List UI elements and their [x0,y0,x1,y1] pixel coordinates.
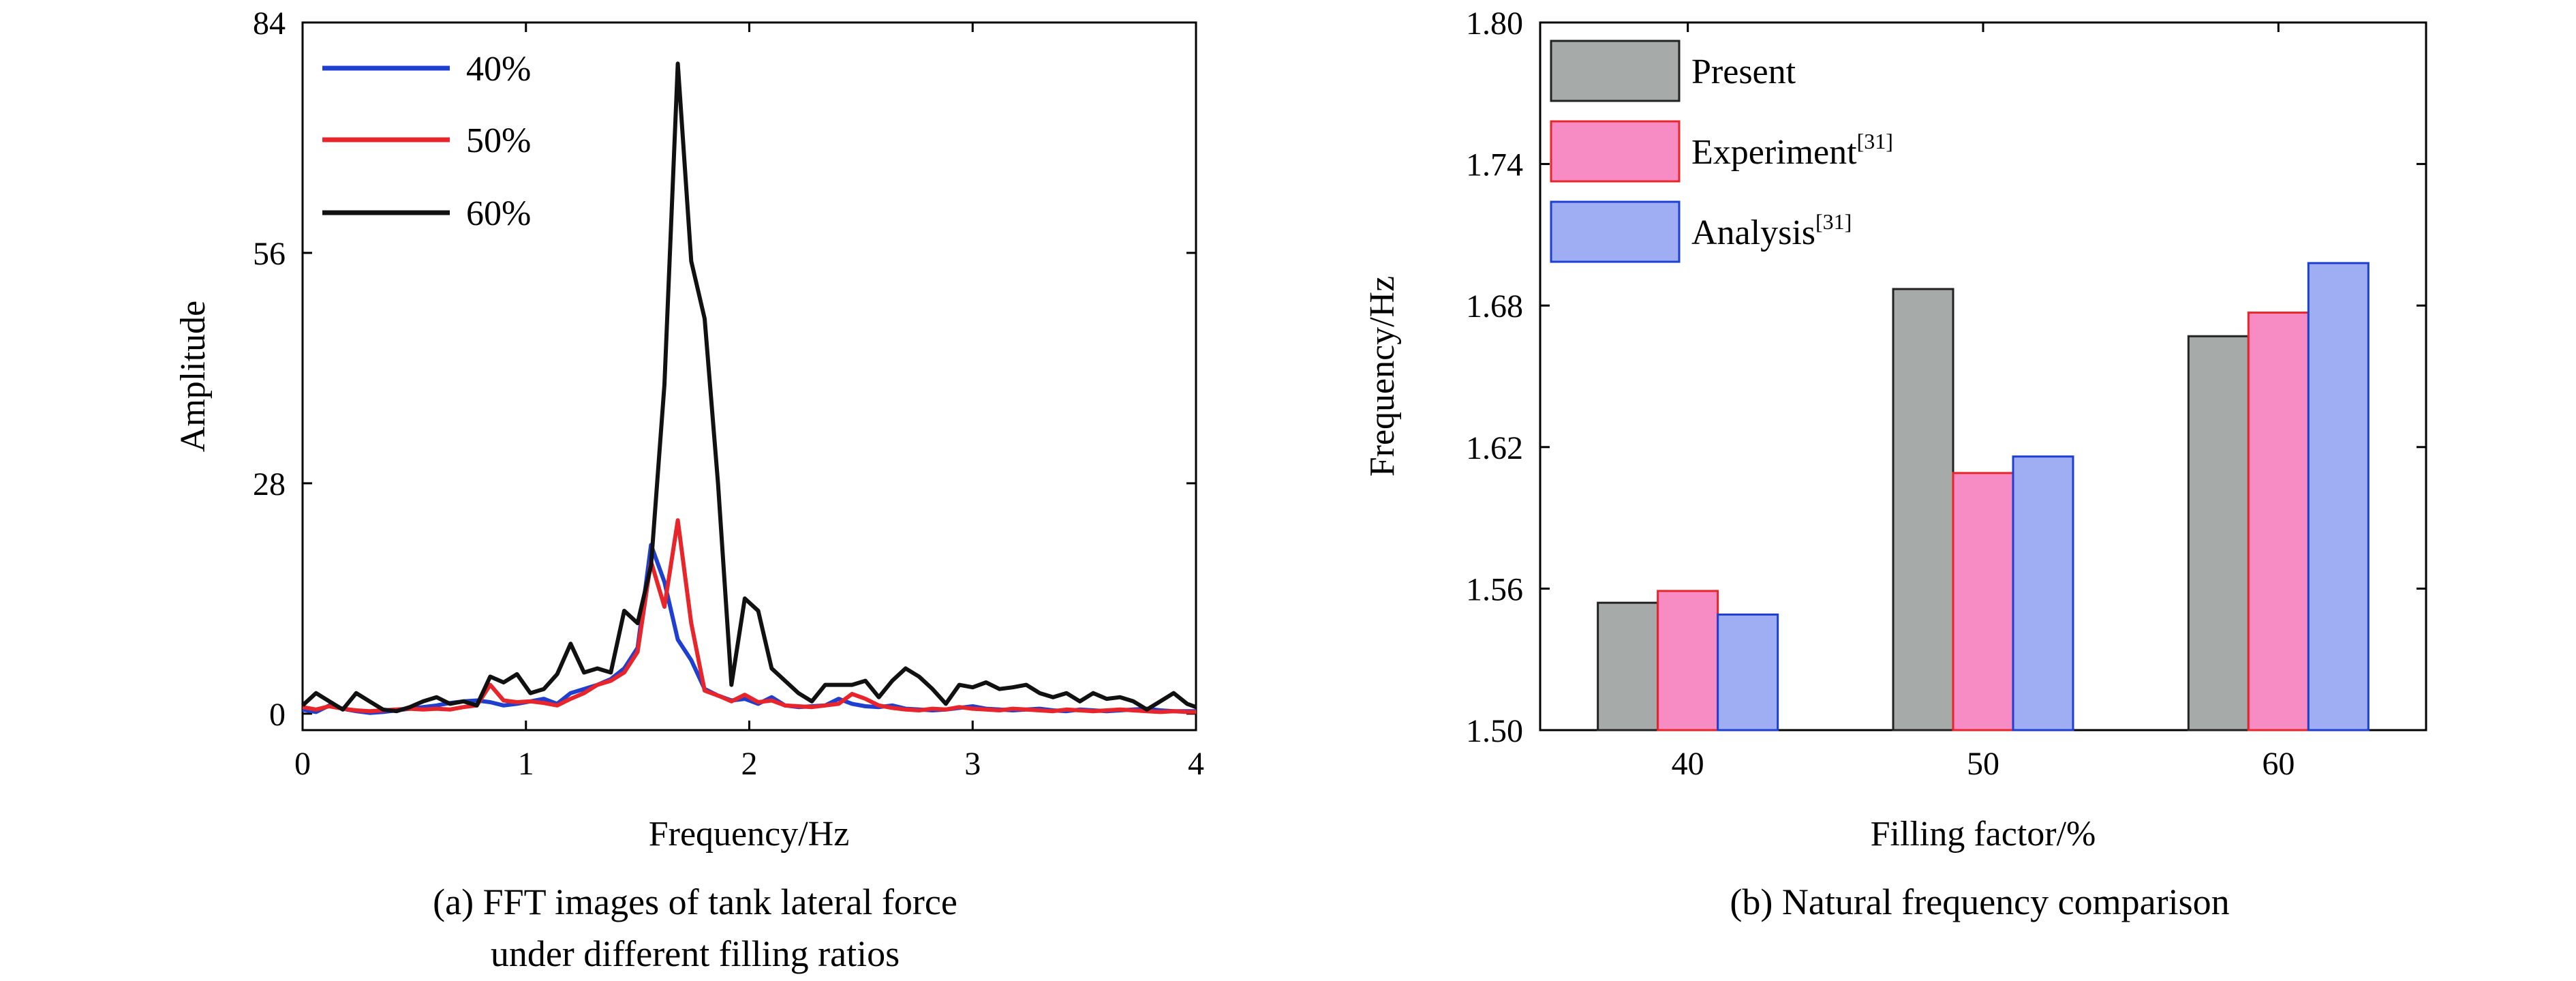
bar-legend-citation: [31] [1857,129,1893,153]
fft-legend-label: 50% [466,121,531,160]
bar-y-tick-label: 1.68 [1466,288,1523,325]
bar-experiment-40 [1657,590,1719,731]
fft-plot-frame [301,21,1197,731]
bar-series-bars [1597,262,2370,731]
bar-caption: (b) Natural frequency comparison [1730,881,2229,922]
fft-series-line-40pct [302,543,1196,715]
bar-y-tick-label: 1.80 [1466,5,1523,42]
bar-present-50 [1892,288,1954,731]
frequency-bar-chart: 1.50 1.56 1.62 1.68 1.74 1.80 40 50 60 Present Ex… [1363,5,2427,922]
bar-present-60 [2187,335,2250,731]
bar-x-tick-label: 40 [1672,746,1704,782]
bar-analysis-40 [1717,613,1779,731]
fft-y-tick-label: 84 [253,5,286,42]
bar-y-tick-label: 1.50 [1466,713,1523,749]
bar-experiment-60 [2247,312,2310,731]
bar-y-tick-label: 1.74 [1466,147,1523,183]
bar-x-axis-label: Filling factor/% [1871,815,2096,854]
fft-x-axis-label: Frequency/Hz [649,815,850,854]
fft-y-tick-label: 28 [253,466,286,502]
fft-legend-label: 60% [466,194,531,233]
bar-legend-label: Analysis[31] [1691,209,1852,252]
bar-y-axis-label: Frequency/Hz [1363,276,1402,477]
fft-series-lines [301,61,1197,715]
bar-present-40 [1597,601,1659,731]
bar-y-tick-label: 1.56 [1466,571,1523,607]
bar-legend-citation: [31] [1815,209,1852,234]
fft-x-tick-label: 0 [294,746,311,782]
bar-x-tick-label: 60 [2262,746,2295,782]
fft-x-tick-label: 1 [518,746,534,782]
bar-legend-swatch [1550,120,1681,183]
bar-analysis-60 [2307,262,2370,731]
bar-legend: Present Experiment[31] Analysis[31] [1550,40,1893,263]
fft-x-tick-label: 4 [1188,746,1204,782]
bar-axis-ticks: 1.50 1.56 1.62 1.68 1.74 1.80 40 50 60 [1466,5,2426,782]
bar-legend-label: Present [1691,52,1796,91]
fft-series-line-60pct [301,61,1197,714]
fft-x-tick-label: 2 [741,746,758,782]
fft-axis-ticks: 0 1 2 3 4 0 28 56 84 [253,5,1204,782]
fft-x-tick-label: 3 [964,746,981,782]
bar-legend-label: Experiment[31] [1691,129,1893,172]
fft-y-tick-label: 0 [269,697,286,733]
fft-y-tick-label: 56 [253,236,286,272]
fft-caption-line1: (a) FFT images of tank lateral force [433,881,957,922]
fft-legend: 40% 50% 60% [322,50,531,233]
bar-legend-swatch [1550,200,1681,263]
bar-y-tick-label: 1.62 [1466,430,1523,466]
fft-line-chart: 0 1 2 3 4 0 28 56 84 40% 50% 60% Frequency/Hz Ampl… [174,5,1204,974]
fft-series-line-50pct [302,518,1196,714]
fft-y-axis-label: Amplitude [174,301,213,452]
bar-analysis-50 [2012,455,2074,731]
bar-x-tick-label: 50 [1967,746,1999,782]
bar-legend-swatch [1550,40,1681,102]
fft-legend-label: 40% [466,50,531,89]
fft-caption-line2: under different filling ratios [491,933,900,974]
bar-experiment-50 [1952,472,2014,731]
